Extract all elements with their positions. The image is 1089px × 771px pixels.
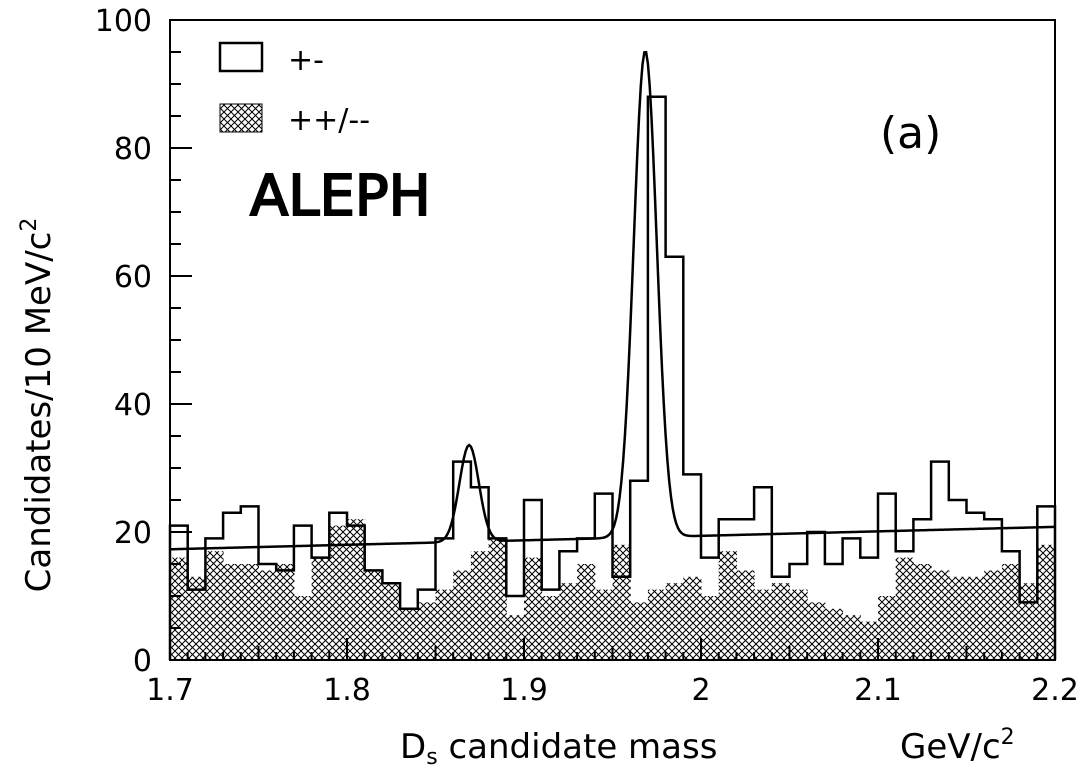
- hatched-bar: [205, 551, 224, 660]
- hatched-bar: [347, 519, 366, 660]
- x-tick-label: 1.9: [500, 673, 548, 708]
- hatched-bar: [1001, 564, 1021, 660]
- hatched-bar: [789, 589, 808, 660]
- hatched-bar: [878, 596, 897, 660]
- hatched-bar: [736, 570, 755, 660]
- legend-label-open: +-: [288, 43, 324, 78]
- hatched-bar: [417, 602, 436, 660]
- x-axis-unit: GeV/c2: [900, 725, 1015, 767]
- hatched-bar: [594, 589, 613, 660]
- hatched-bar: [311, 557, 330, 660]
- hatched-bar: [842, 615, 861, 660]
- hatched-bar: [931, 570, 950, 660]
- x-axis-title: Ds candidate mass: [400, 727, 717, 770]
- hatched-bar: [276, 564, 295, 660]
- legend: +- ++/--: [218, 41, 370, 138]
- hatched-bar: [541, 596, 560, 660]
- hatched-bar: [718, 551, 737, 660]
- hatched-bar: [187, 576, 206, 660]
- hatched-bar: [223, 564, 242, 660]
- x-tick-label: 1.8: [323, 673, 371, 708]
- hatched-bar: [683, 576, 702, 660]
- hatched-bar: [824, 608, 844, 660]
- fit-curve: [169, 50, 1056, 551]
- hatched-bar: [771, 583, 790, 660]
- y-tick-label: 100: [95, 4, 152, 39]
- axis-ticks: [169, 19, 1056, 661]
- hatched-bar: [984, 570, 1003, 660]
- x-tick-label: 1.7: [146, 673, 194, 708]
- hatched-bar: [948, 576, 967, 660]
- x-tick-label: 2.1: [854, 673, 902, 708]
- y-axis-title: Candidates/10 MeV/c2: [17, 218, 59, 593]
- plot-area: [168, 19, 1057, 661]
- x-tick-label: 2.2: [1031, 673, 1079, 708]
- hatched-bar: [966, 576, 985, 660]
- hatched-bar: [895, 557, 914, 660]
- hatched-bar: [630, 602, 649, 660]
- hatched-bar: [807, 602, 826, 660]
- hatched-bar: [170, 557, 189, 660]
- experiment-label: ALEPH: [250, 164, 431, 229]
- hatched-bar: [240, 564, 259, 660]
- legend-swatch-hatched: [219, 103, 263, 133]
- hatched-bar: [1037, 544, 1056, 660]
- y-tick-label: 60: [114, 260, 152, 295]
- hatched-bar: [453, 570, 472, 660]
- y-tick-labels: 0 20 40 60 80 100: [95, 4, 152, 679]
- hatched-bar: [754, 589, 773, 660]
- hatched-bar: [258, 570, 277, 660]
- y-tick-label: 20: [114, 516, 152, 551]
- hatched-bar: [435, 589, 454, 660]
- panel-label: (a): [880, 108, 941, 159]
- hatched-bar: [524, 557, 543, 660]
- y-tick-label: 0: [133, 644, 152, 679]
- hatched-bar: [329, 525, 348, 660]
- hatched-bar: [701, 596, 720, 660]
- hatched-series: [170, 519, 1056, 660]
- legend-swatch-open: [218, 41, 264, 73]
- x-tick-labels: 1.7 1.8 1.9 2 2.1 2.2: [146, 673, 1079, 708]
- hatched-bar: [293, 596, 313, 660]
- hatched-bar: [364, 570, 383, 660]
- y-tick-label: 80: [114, 132, 152, 167]
- hatched-bar: [382, 583, 401, 660]
- hatched-bar: [647, 589, 667, 660]
- hatched-bar: [913, 564, 932, 660]
- x-tick-label: 2: [691, 673, 710, 708]
- hatched-bar: [612, 544, 631, 660]
- y-tick-label: 40: [114, 388, 152, 423]
- hatched-bar: [559, 583, 578, 660]
- hatched-bar: [506, 615, 525, 660]
- hatched-bar: [665, 583, 684, 660]
- legend-label-hatched: ++/--: [288, 103, 370, 138]
- hatched-bar: [470, 551, 490, 660]
- hatched-bar: [488, 538, 507, 660]
- hatched-bar: [577, 564, 596, 660]
- hatched-bar: [400, 608, 419, 660]
- hatched-bar: [1019, 583, 1038, 660]
- hatched-bar: [860, 621, 879, 660]
